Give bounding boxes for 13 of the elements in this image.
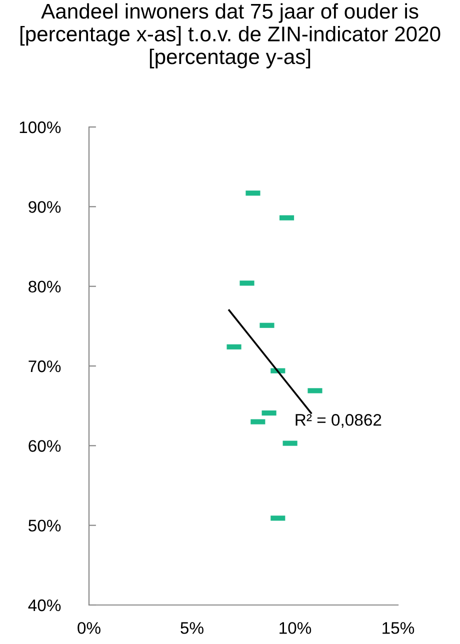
chart-title: Aandeel inwoners dat 75 jaar of ouder is [percentage x-as] t.o.v. de ZIN-indicator 2020 [percentage y-as] [20,3,440,68]
y-tick-label: 60% [28,440,61,452]
y-tick-label: 40% [28,599,61,612]
x-tick-label: 5% [180,622,204,634]
y-tick-label: 50% [28,520,61,532]
y-tick-label: 100% [20,121,61,134]
y-tick-label: 90% [28,201,61,213]
x-tick-label: 15% [382,622,414,634]
x-tick-label: 0% [78,622,100,634]
y-tick-label: 80% [28,280,61,293]
x-tick-label: 10% [280,622,312,634]
annotation: R² = 0,0862 [296,414,382,428]
y-tick-label: 70% [28,360,61,372]
